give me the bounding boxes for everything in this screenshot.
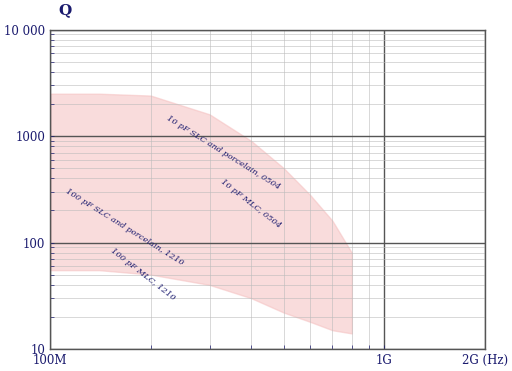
Text: Q: Q — [59, 3, 72, 17]
Text: 100 pF SLC and porcelain, 1210: 100 pF SLC and porcelain, 1210 — [64, 187, 185, 267]
Text: 10 pF SLC and porcelain, 0504: 10 pF SLC and porcelain, 0504 — [164, 114, 281, 191]
Text: 10 pF MLC, 0504: 10 pF MLC, 0504 — [219, 178, 282, 230]
Text: 100 pF MLC, 1210: 100 pF MLC, 1210 — [109, 247, 177, 302]
